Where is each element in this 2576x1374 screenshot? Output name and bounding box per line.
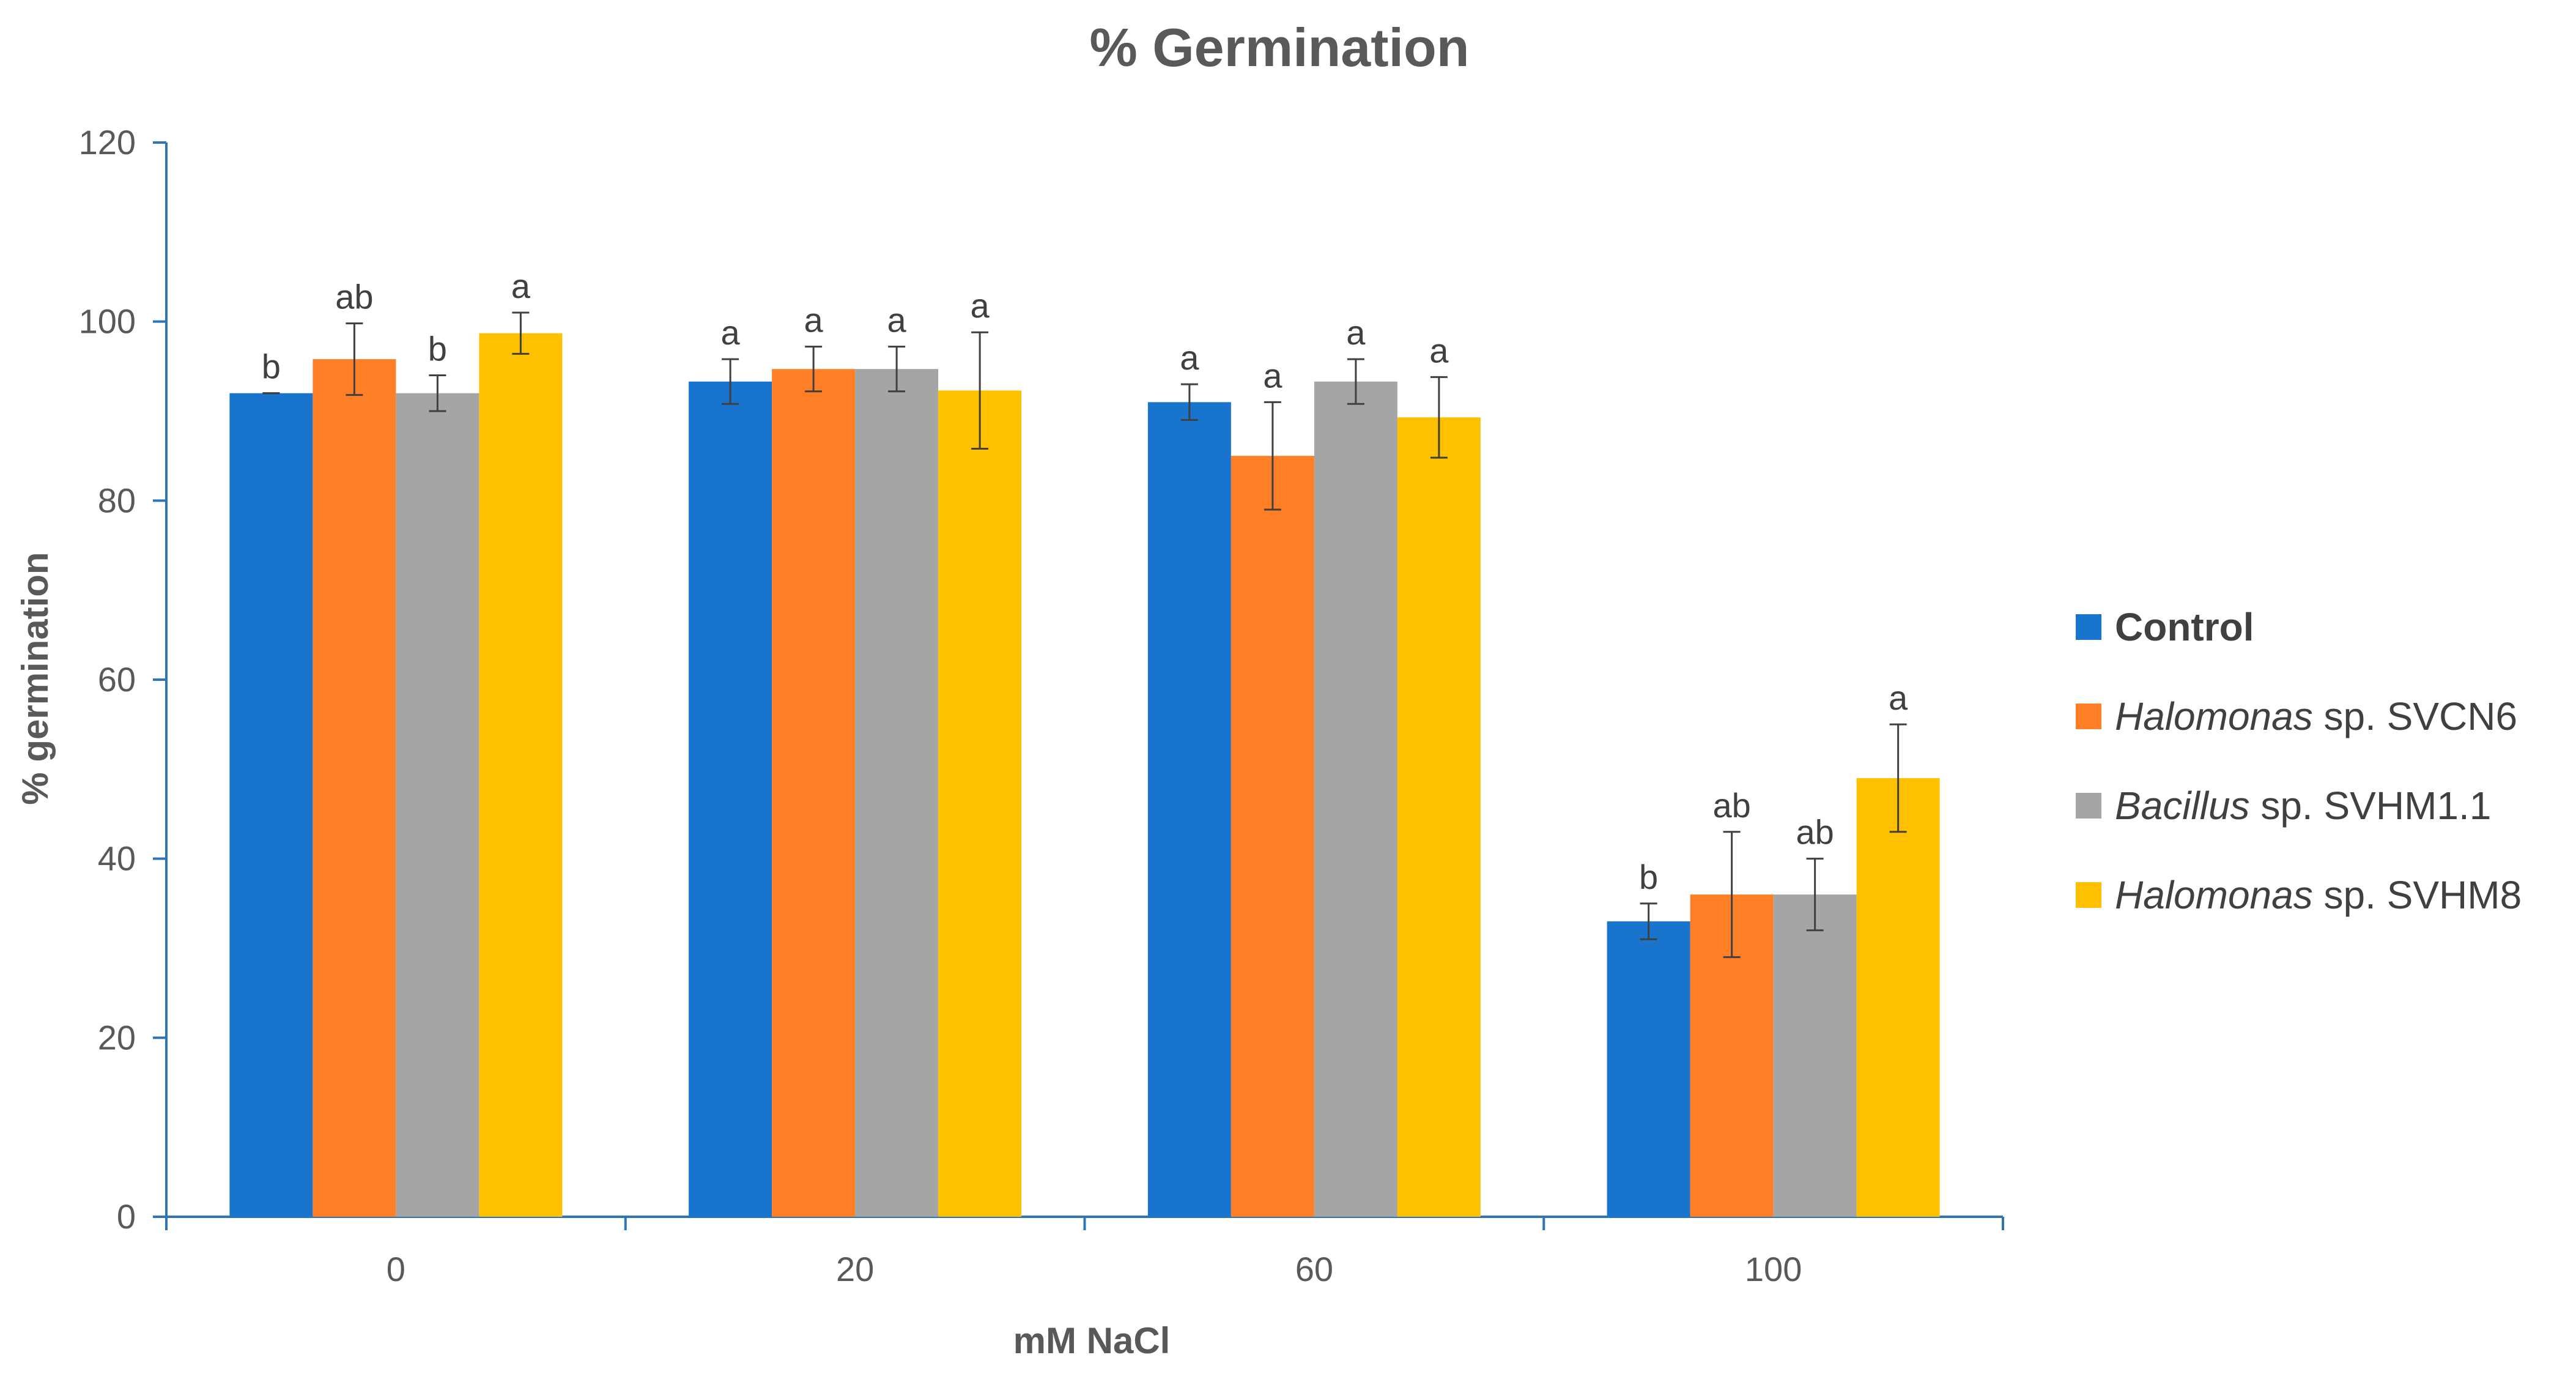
error-bar [1180,383,1198,421]
legend-item: Halomonas sp. SVCN6 [2076,694,2517,738]
bar [938,390,1022,1217]
x-tick-label: 0 [387,1250,405,1288]
error-bar [1640,902,1657,940]
legend-swatch [2076,882,2101,908]
significance-label: a [887,301,907,340]
y-tick-label: 60 [98,660,136,699]
significance-label: a [1889,678,1908,717]
significance-label: a [971,286,990,325]
bar [1231,456,1314,1217]
error-bar [1347,358,1364,405]
significance-label: a [721,313,741,352]
bar [1314,381,1397,1217]
chart-title: % Germination [1090,17,1470,78]
bar [772,369,856,1217]
significance-label: a [804,301,824,340]
y-axis-title: % germination [15,552,56,804]
bar [229,393,313,1217]
bar [1773,894,1857,1217]
error-bar [722,358,739,405]
error-bar [971,331,989,450]
significance-label: ab [335,278,373,316]
legend: Control Halomonas sp. SVCN6 Bacillus sp. S… [2076,605,2522,917]
bar [479,333,563,1217]
bar [1147,402,1231,1217]
significance-label: a [1429,331,1449,369]
bar [1607,921,1690,1217]
significance-label: a [1263,356,1282,395]
error-bar [1889,723,1907,833]
legend-item: Control [2076,605,2254,649]
bar [1856,778,1940,1217]
error-bar [346,322,363,396]
error-bar [1806,858,1824,932]
significance-label: ab [1796,813,1834,852]
error-bar [512,311,530,355]
bar [1397,417,1481,1217]
legend-swatch [2076,704,2101,729]
legend-item: Bacillus sp. SVHM1.1 [2076,784,2491,828]
bar [855,369,939,1217]
legend-swatch [2076,793,2101,819]
y-tick-label: 100 [79,302,136,341]
y-tick-label: 120 [79,123,136,162]
x-axis: 0 20 60 100 [165,1216,2004,1288]
bar [689,381,772,1217]
x-tick-label: 100 [1745,1250,1802,1288]
error-bar [429,374,446,412]
error-bar [1264,401,1281,511]
y-tick-label: 40 [98,839,136,878]
significance-label: a [1180,338,1199,377]
legend-label: Control [2115,605,2254,649]
significance-label: a [511,267,531,305]
bar [313,359,396,1217]
y-tick-label: 0 [117,1197,136,1236]
y-axis: 0 20 40 60 80 100 120 [79,123,168,1236]
significance-label: b [262,347,281,386]
significance-label: b [428,329,447,368]
x-tick-label: 20 [836,1250,874,1288]
error-bars [262,311,1907,959]
bar [396,393,479,1217]
error-bar [1723,831,1741,959]
x-tick-label: 60 [1295,1250,1333,1288]
y-tick-label: 80 [98,481,136,519]
error-bar [888,346,906,393]
error-bar [1430,376,1448,459]
legend-item: Halomonas sp. SVHM8 [2076,873,2522,917]
significance-label: ab [1712,786,1750,825]
y-tick-label: 20 [98,1018,136,1056]
bar-series [229,333,1940,1217]
significance-label: b [1639,858,1658,896]
error-bar [805,346,823,393]
legend-label: Halomonas sp. SVHM8 [2115,873,2522,917]
significance-label: a [1346,313,1366,352]
legend-label: Bacillus sp. SVHM1.1 [2115,784,2491,828]
x-axis-title: mM NaCl [1013,1320,1171,1361]
legend-swatch [2076,614,2101,640]
legend-label: Halomonas sp. SVCN6 [2115,694,2517,738]
